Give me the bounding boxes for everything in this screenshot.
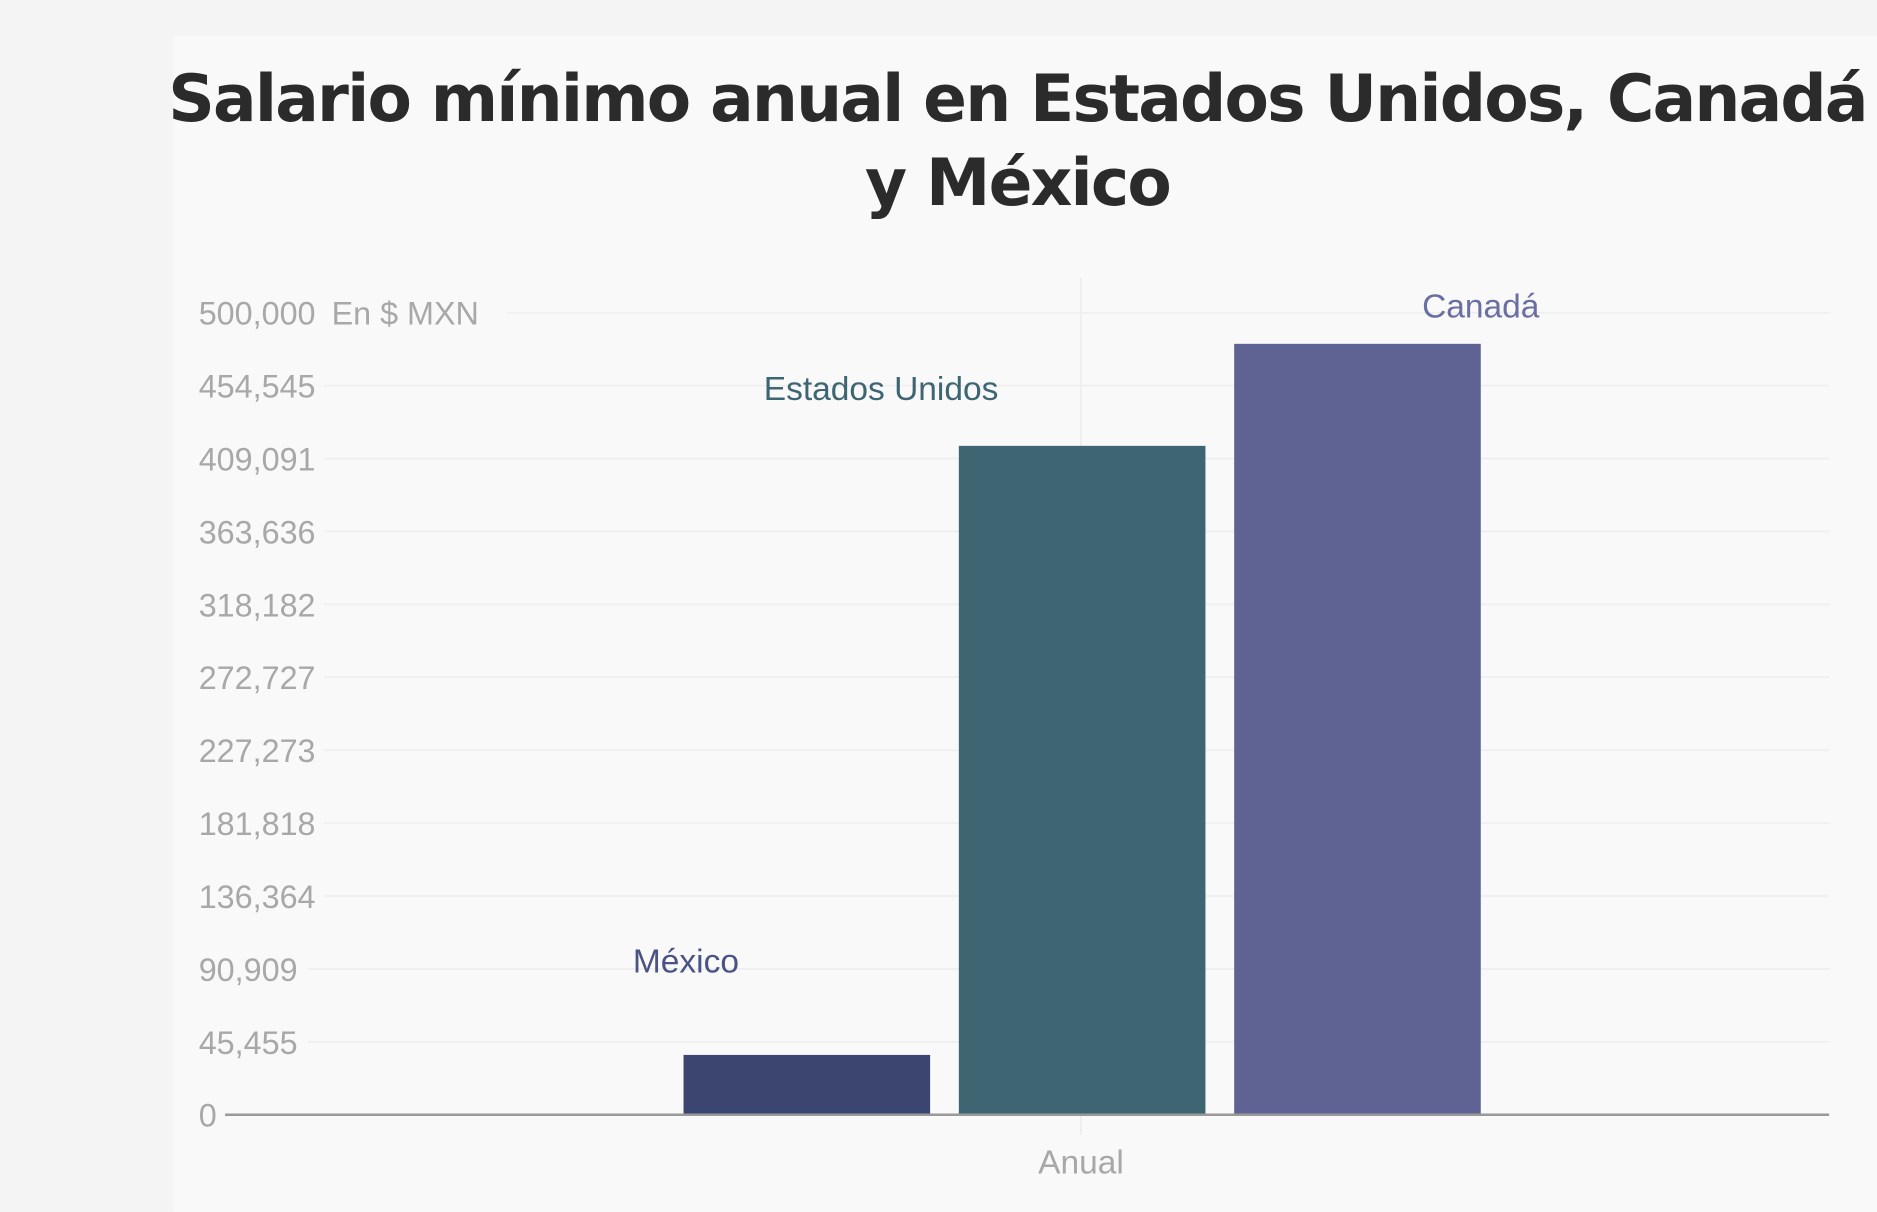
y-tick-label: 272,727: [199, 660, 316, 696]
bar-estados-unidos: [958, 445, 1206, 1115]
bar-méxico: [683, 1054, 931, 1115]
chart-title-line-1: Salario mínimo anual en Estados Unidos, …: [168, 62, 1866, 137]
x-axis-label: Anual: [1038, 1144, 1124, 1181]
y-tick-label: 454,545: [199, 369, 316, 405]
bar-label: Estados Unidos: [764, 371, 999, 408]
y-tick-label: 227,273: [199, 733, 316, 769]
chart-title-line-2: y México: [865, 146, 1170, 221]
bar-canadá: [1234, 343, 1481, 1115]
y-tick-label: 136,364: [199, 879, 316, 915]
y-unit-label: En $ MXN: [332, 296, 479, 332]
bar-label: Canadá: [1422, 289, 1540, 326]
y-tick-label: 45,455: [199, 1025, 298, 1061]
bar-label: México: [633, 943, 739, 980]
y-tick-label: 181,818: [199, 806, 316, 842]
y-tick-label: 500,000: [199, 296, 316, 332]
y-tick-label: 409,091: [199, 442, 316, 478]
y-tick-label: 318,182: [199, 587, 316, 623]
y-tick-label: 90,909: [199, 952, 298, 988]
y-tick-label: 363,636: [199, 514, 316, 550]
y-tick-label: 0: [199, 1098, 217, 1134]
